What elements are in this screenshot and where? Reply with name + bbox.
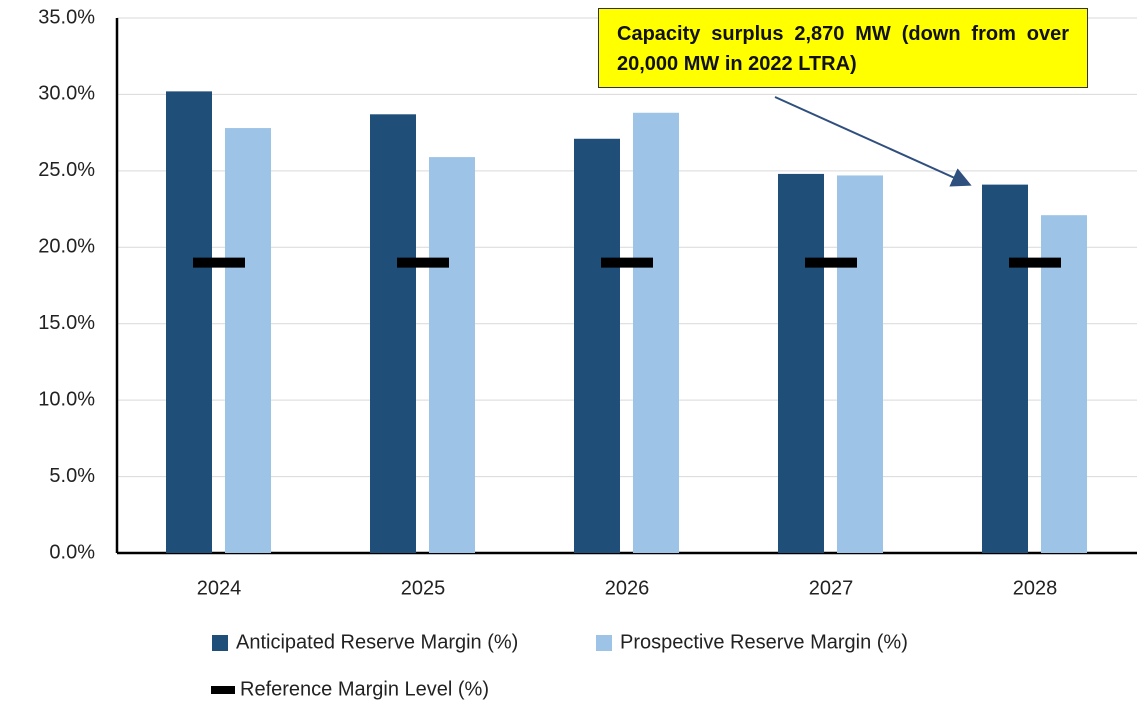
x-tick-label: 2027 bbox=[809, 577, 854, 599]
x-tick-label: 2028 bbox=[1013, 577, 1058, 599]
bar bbox=[1041, 215, 1087, 553]
bar bbox=[166, 91, 212, 553]
bar bbox=[574, 138, 620, 553]
bar bbox=[778, 173, 824, 553]
y-tick-label: 5.0% bbox=[49, 465, 95, 487]
y-tick-label: 25.0% bbox=[38, 159, 95, 181]
y-tick-label: 0.0% bbox=[49, 541, 95, 563]
annotation-arrow bbox=[774, 96, 972, 187]
bar bbox=[982, 184, 1028, 553]
bar bbox=[633, 112, 679, 554]
x-tick-label: 2026 bbox=[605, 577, 650, 599]
bar bbox=[225, 128, 271, 554]
y-tick-label: 10.0% bbox=[38, 388, 95, 410]
bar bbox=[429, 157, 475, 553]
legend-swatch bbox=[212, 635, 228, 651]
annotation: Capacity surplus 2,870 MW (down from ove… bbox=[598, 8, 1088, 88]
x-tick-label: 2024 bbox=[197, 577, 242, 599]
legend-swatch bbox=[596, 635, 612, 651]
y-tick-label: 30.0% bbox=[38, 83, 95, 105]
bar bbox=[370, 114, 416, 554]
x-tick-label: 2025 bbox=[401, 577, 446, 599]
legend-label: Anticipated Reserve Margin (%) bbox=[236, 631, 518, 653]
y-tick-label: 20.0% bbox=[38, 236, 95, 258]
y-tick-label: 35.0% bbox=[38, 6, 95, 28]
legend-label: Prospective Reserve Margin (%) bbox=[620, 631, 908, 653]
bar bbox=[837, 175, 883, 553]
legend-label: Reference Margin Level (%) bbox=[240, 678, 489, 700]
y-tick-label: 15.0% bbox=[38, 312, 95, 334]
